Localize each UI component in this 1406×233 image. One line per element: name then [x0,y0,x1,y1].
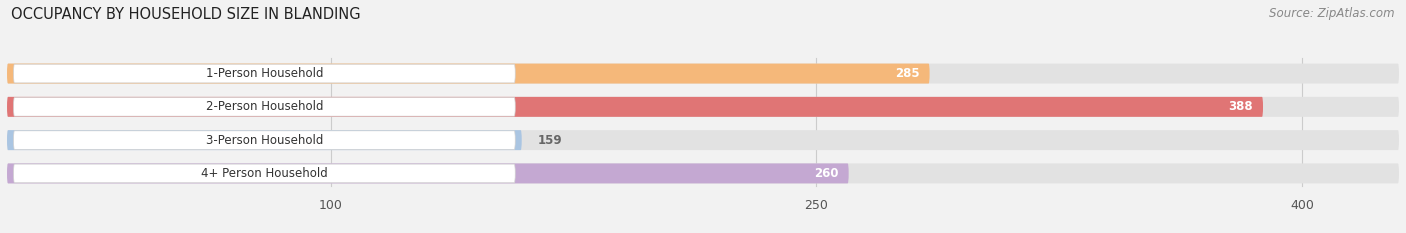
FancyBboxPatch shape [14,131,515,149]
Text: 260: 260 [814,167,839,180]
Text: 3-Person Household: 3-Person Household [205,134,323,147]
FancyBboxPatch shape [14,98,515,116]
Text: Source: ZipAtlas.com: Source: ZipAtlas.com [1270,7,1395,20]
Text: 285: 285 [896,67,920,80]
FancyBboxPatch shape [7,130,522,150]
Text: 1-Person Household: 1-Person Household [205,67,323,80]
FancyBboxPatch shape [7,163,1399,183]
Text: 2-Person Household: 2-Person Household [205,100,323,113]
Text: 4+ Person Household: 4+ Person Household [201,167,328,180]
FancyBboxPatch shape [7,97,1263,117]
FancyBboxPatch shape [7,64,929,84]
FancyBboxPatch shape [14,64,515,83]
FancyBboxPatch shape [7,163,849,183]
Text: 388: 388 [1229,100,1253,113]
FancyBboxPatch shape [7,64,1399,84]
FancyBboxPatch shape [7,97,1399,117]
FancyBboxPatch shape [7,130,1399,150]
Text: OCCUPANCY BY HOUSEHOLD SIZE IN BLANDING: OCCUPANCY BY HOUSEHOLD SIZE IN BLANDING [11,7,361,22]
Text: 159: 159 [538,134,562,147]
FancyBboxPatch shape [14,164,515,183]
